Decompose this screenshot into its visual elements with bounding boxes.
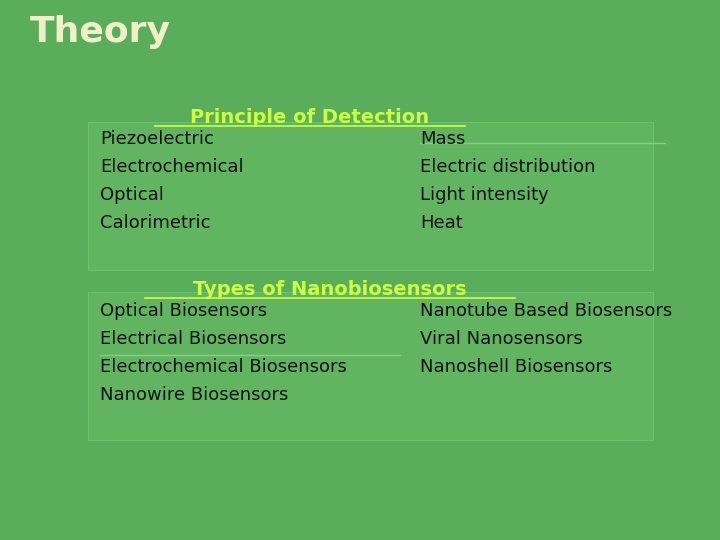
Text: Principle of Detection: Principle of Detection <box>190 108 430 127</box>
Text: Piezoelectric: Piezoelectric <box>100 130 214 148</box>
Text: Electrical Biosensors: Electrical Biosensors <box>100 330 287 348</box>
Text: Heat: Heat <box>420 214 463 232</box>
Text: Nanowire Biosensors: Nanowire Biosensors <box>100 386 289 404</box>
Bar <box>88 292 653 440</box>
Text: Calorimetric: Calorimetric <box>100 214 210 232</box>
Text: Optical Biosensors: Optical Biosensors <box>100 302 267 320</box>
Bar <box>88 122 653 270</box>
Text: Electric distribution: Electric distribution <box>420 158 595 176</box>
Text: Electrochemical: Electrochemical <box>100 158 243 176</box>
Text: Nanotube Based Biosensors: Nanotube Based Biosensors <box>420 302 672 320</box>
Text: Viral Nanosensors: Viral Nanosensors <box>420 330 582 348</box>
Text: Mass: Mass <box>420 130 465 148</box>
Text: Electrochemical Biosensors: Electrochemical Biosensors <box>100 358 347 376</box>
Text: Light intensity: Light intensity <box>420 186 549 204</box>
Text: Types of Nanobiosensors: Types of Nanobiosensors <box>193 280 467 299</box>
Text: Nanoshell Biosensors: Nanoshell Biosensors <box>420 358 613 376</box>
Text: Optical: Optical <box>100 186 164 204</box>
Text: Theory: Theory <box>30 15 171 49</box>
